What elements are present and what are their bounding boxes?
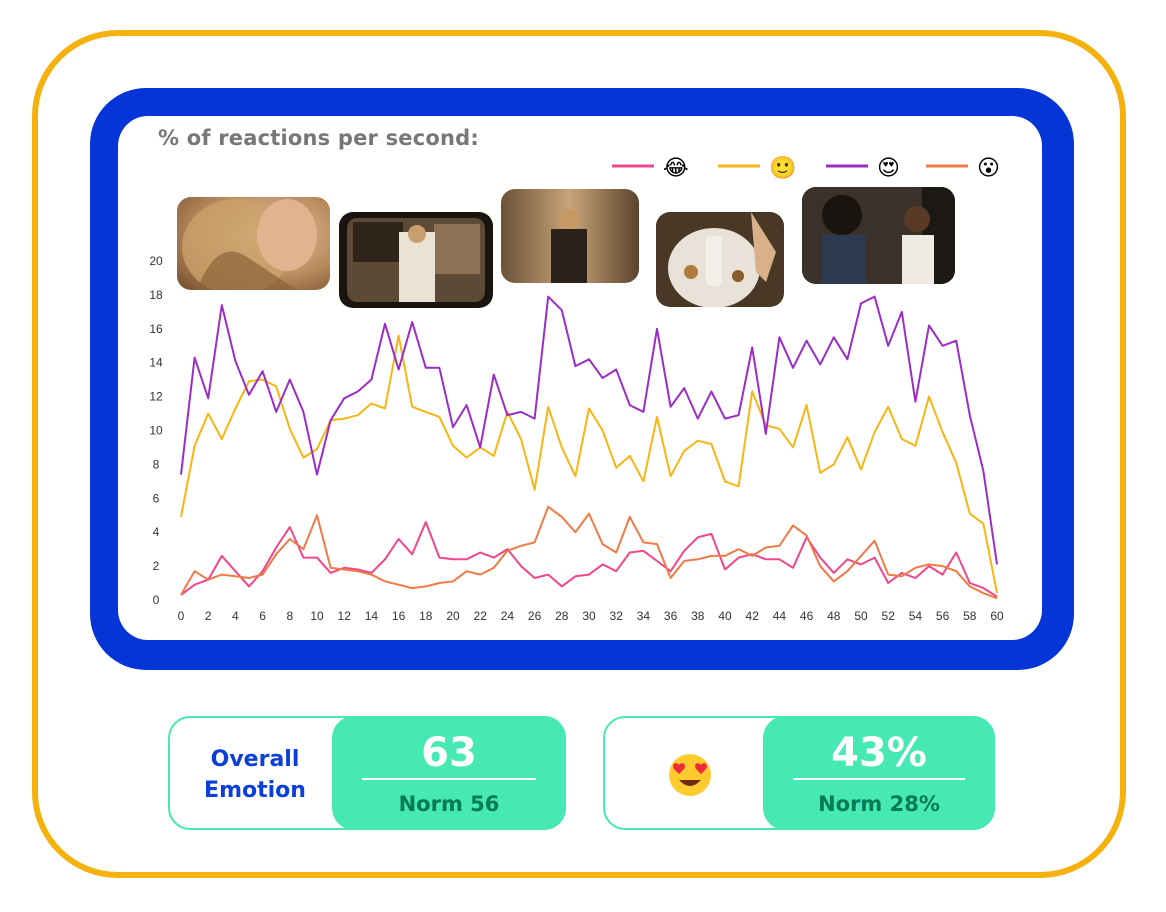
- legend-label-0: 😂: [663, 156, 689, 181]
- x-tick-label: 42: [746, 609, 760, 623]
- legend-label-3: 😮: [977, 156, 1000, 181]
- x-tick-label: 20: [446, 609, 460, 623]
- y-tick-label: 4: [153, 525, 160, 539]
- series-line-2: [180, 295, 998, 565]
- x-tick-label: 24: [501, 609, 515, 623]
- y-tick-label: 18: [149, 288, 163, 302]
- legend-label-1: 🙂: [769, 155, 796, 181]
- x-tick-label: 40: [718, 609, 732, 623]
- x-tick-label: 54: [909, 609, 923, 623]
- x-tick-label: 56: [936, 609, 950, 623]
- overall-score-value: 63: [421, 730, 477, 776]
- x-tick-label: 12: [338, 609, 352, 623]
- x-tick-label: 36: [664, 609, 678, 623]
- x-tick-label: 38: [691, 609, 705, 623]
- x-tick-label: 10: [310, 609, 324, 623]
- overall-label-line1: Overall: [210, 747, 300, 772]
- overall-score-panel: 63 Norm 56: [332, 716, 566, 830]
- x-tick-label: 8: [286, 609, 293, 623]
- legend-label-2: 😍: [877, 156, 900, 181]
- x-tick-label: 44: [773, 609, 787, 623]
- overall-emotion-card: Overall Emotion 63 Norm 56: [168, 716, 566, 830]
- x-tick-label: 16: [392, 609, 406, 623]
- heart-eyes-norm-value: Norm 28%: [818, 792, 940, 816]
- thumbnail-woman-in-room: [501, 189, 639, 283]
- series-line-1: [180, 334, 998, 594]
- x-tick-label: 32: [610, 609, 624, 623]
- x-tick-label: 34: [637, 609, 651, 623]
- x-tick-label: 46: [800, 609, 814, 623]
- y-tick-label: 20: [149, 254, 163, 268]
- x-tick-label: 4: [232, 609, 239, 623]
- x-tick-label: 50: [854, 609, 868, 623]
- thumbnail-two-women: [802, 187, 955, 284]
- x-tick-label: 0: [178, 609, 185, 623]
- heart-eyes-emoji-icon: [667, 752, 713, 802]
- chart-title: % of reactions per second:: [158, 126, 480, 150]
- x-tick-label: 18: [419, 609, 433, 623]
- x-tick-label: 48: [827, 609, 841, 623]
- y-tick-label: 16: [149, 322, 163, 336]
- y-tick-label: 12: [149, 390, 163, 404]
- x-tick-label: 30: [582, 609, 596, 623]
- x-tick-label: 58: [963, 609, 977, 623]
- overall-norm-value: Norm 56: [398, 792, 500, 816]
- overall-label-line2: Emotion: [204, 778, 306, 803]
- thumbnail-product-plate: [656, 212, 784, 307]
- heart-eyes-score-value: 43%: [831, 730, 927, 776]
- x-tick-label: 60: [990, 609, 1004, 623]
- thumbnail-woman-hair-closeup: [177, 197, 330, 290]
- y-tick-label: 2: [153, 559, 160, 573]
- y-tick-label: 10: [149, 424, 163, 438]
- overall-emotion-label: Overall Emotion: [170, 744, 340, 806]
- heart-eyes-card: 43% Norm 28%: [603, 716, 995, 830]
- divider: [793, 778, 965, 780]
- x-tick-label: 14: [365, 609, 379, 623]
- x-tick-label: 2: [205, 609, 212, 623]
- x-tick-label: 52: [882, 609, 896, 623]
- series-line-0: [180, 521, 998, 598]
- thumbnail-woman-on-tv: [339, 212, 493, 308]
- x-tick-label: 22: [474, 609, 488, 623]
- x-tick-label: 26: [528, 609, 542, 623]
- x-tick-label: 6: [259, 609, 266, 623]
- y-tick-label: 6: [153, 491, 160, 505]
- series-line-3: [180, 505, 998, 600]
- y-tick-label: 8: [153, 457, 160, 471]
- x-tick-label: 28: [555, 609, 569, 623]
- heart-eyes-score-panel: 43% Norm 28%: [763, 716, 995, 830]
- y-tick-label: 0: [153, 593, 160, 607]
- divider: [362, 778, 536, 780]
- y-tick-label: 14: [149, 356, 163, 370]
